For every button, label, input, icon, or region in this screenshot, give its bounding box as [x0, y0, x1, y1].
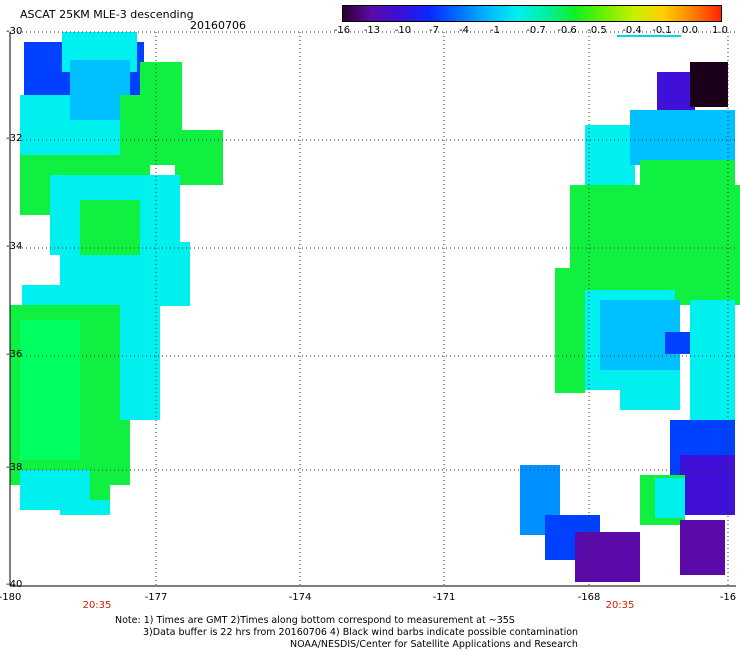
map-date: 20160706 [190, 19, 246, 32]
lat-label: -38 [6, 462, 23, 473]
footnote-line-3: NOAA/NESDIS/Center for Satellite Applica… [290, 639, 578, 650]
swath-cell [120, 300, 160, 420]
swath-cell [575, 532, 640, 582]
colorbar-label: -7 [429, 25, 439, 36]
colorbar-label: 1.0 [712, 25, 728, 36]
colorbar-label: -0.6 [557, 25, 577, 36]
lon-label: -171 [432, 592, 456, 603]
swath-cell [150, 242, 190, 306]
colorbar-label: -13 [363, 25, 381, 36]
colorbar-label: 0.0 [682, 25, 698, 36]
lat-lon-grid [9, 31, 736, 587]
colorbar-label: -10 [394, 25, 412, 36]
swath-cell [80, 200, 140, 260]
swath-cell [120, 95, 182, 165]
swath-cell [680, 455, 735, 515]
swath-cell [60, 500, 110, 515]
swath-cell [630, 110, 735, 165]
lon-label: -16 [719, 592, 737, 603]
lat-label: -36 [6, 349, 23, 360]
lat-label: -30 [6, 26, 23, 37]
swath-cell [175, 130, 223, 185]
pass-time-label: 20:35 [82, 600, 112, 611]
scatterometer-swaths [10, 32, 740, 582]
colorbar-label: -0.4 [622, 25, 642, 36]
swath-cell [570, 185, 740, 305]
swath-cell [555, 268, 585, 393]
swath-cell [620, 370, 680, 410]
pass-time-label: 20:35 [605, 600, 635, 611]
lat-label: -40 [6, 579, 23, 590]
colorbar-fill [342, 5, 722, 22]
swath-cell [680, 520, 725, 575]
colorbar-underline [617, 35, 681, 37]
colorbar-label: -1 [490, 25, 500, 36]
colorbar-labels: -16 -13 -10 -7 -4 -1 -0.7 -0.6 -0.5 -0.4… [330, 25, 740, 39]
colorbar-label: -0.1 [652, 25, 672, 36]
swath-cell [20, 320, 80, 460]
colorbar [342, 5, 722, 22]
swath-cell [665, 332, 690, 354]
lon-label: -168 [577, 592, 601, 603]
swath-cell [90, 460, 110, 510]
footnote-line-1: Note: 1) Times are GMT 2)Times along bot… [115, 615, 515, 626]
lat-label: -34 [6, 241, 23, 252]
colorbar-label: -0.7 [526, 25, 546, 36]
colorbar-label: -0.5 [587, 25, 607, 36]
swath-cell [585, 125, 635, 195]
lon-label: -177 [144, 592, 168, 603]
swath-cell [690, 62, 728, 107]
colorbar-label: -16 [333, 25, 351, 36]
map-title: ASCAT 25KM MLE-3 descending [20, 8, 194, 21]
colorbar-label: -4 [459, 25, 469, 36]
swath-cell [655, 478, 685, 518]
lat-label: -32 [6, 133, 23, 144]
colorbar-border [342, 5, 722, 22]
lon-label: -174 [288, 592, 312, 603]
footnote-line-2: 3)Data buffer is 22 hrs from 20160706 4)… [143, 627, 579, 638]
lon-label: -180 [0, 592, 22, 603]
colorbar-gradient [342, 5, 722, 22]
